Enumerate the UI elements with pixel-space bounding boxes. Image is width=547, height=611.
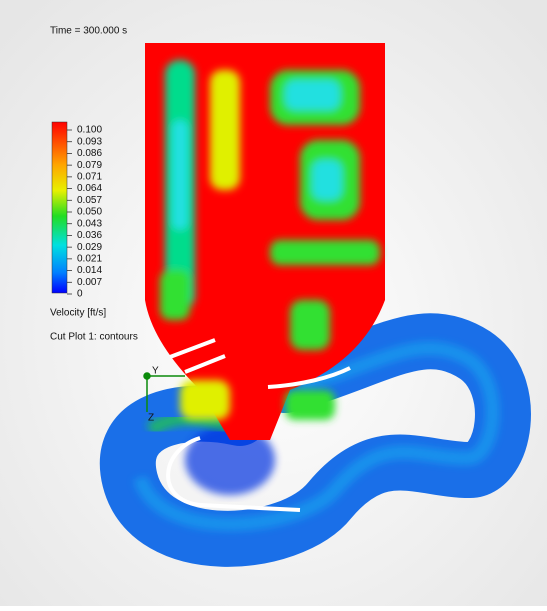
color-bar [51, 121, 68, 294]
legend-tick-label: 0.036 [77, 230, 102, 241]
plot-label: Cut Plot 1: contours [50, 332, 138, 343]
legend-tick-label: 0.086 [77, 148, 102, 159]
triad-y-label: Y [152, 366, 159, 377]
time-label: Time = 300.000 s [50, 26, 127, 37]
legend-tick-label: 0.093 [77, 136, 102, 147]
legend-tick-label: 0.043 [77, 218, 102, 229]
legend-title: Velocity [ft/s] [50, 308, 106, 319]
axis-triad [143, 372, 185, 412]
legend-tick-label: 0.050 [77, 207, 102, 218]
legend-tick-label: 0.071 [77, 171, 102, 182]
legend-tick-label: 0.014 [77, 265, 102, 276]
legend-tick-label: 0.007 [77, 277, 102, 288]
legend-tick-label: 0.029 [77, 242, 102, 253]
legend-tick-label: 0.079 [77, 160, 102, 171]
legend-ticks: 0.1000.0930.0860.0790.0710.0640.0570.050… [67, 125, 102, 300]
legend-tick-label: 0.100 [77, 125, 102, 136]
legend-tick-label: 0.021 [77, 253, 102, 264]
loop-channel [99, 313, 531, 567]
triad-z-label: Z [148, 413, 154, 424]
vessel [145, 43, 385, 512]
legend-tick-label: 0.064 [77, 183, 102, 194]
legend-tick-label: 0.057 [77, 195, 102, 206]
legend-tick-label: 0 [77, 289, 83, 300]
